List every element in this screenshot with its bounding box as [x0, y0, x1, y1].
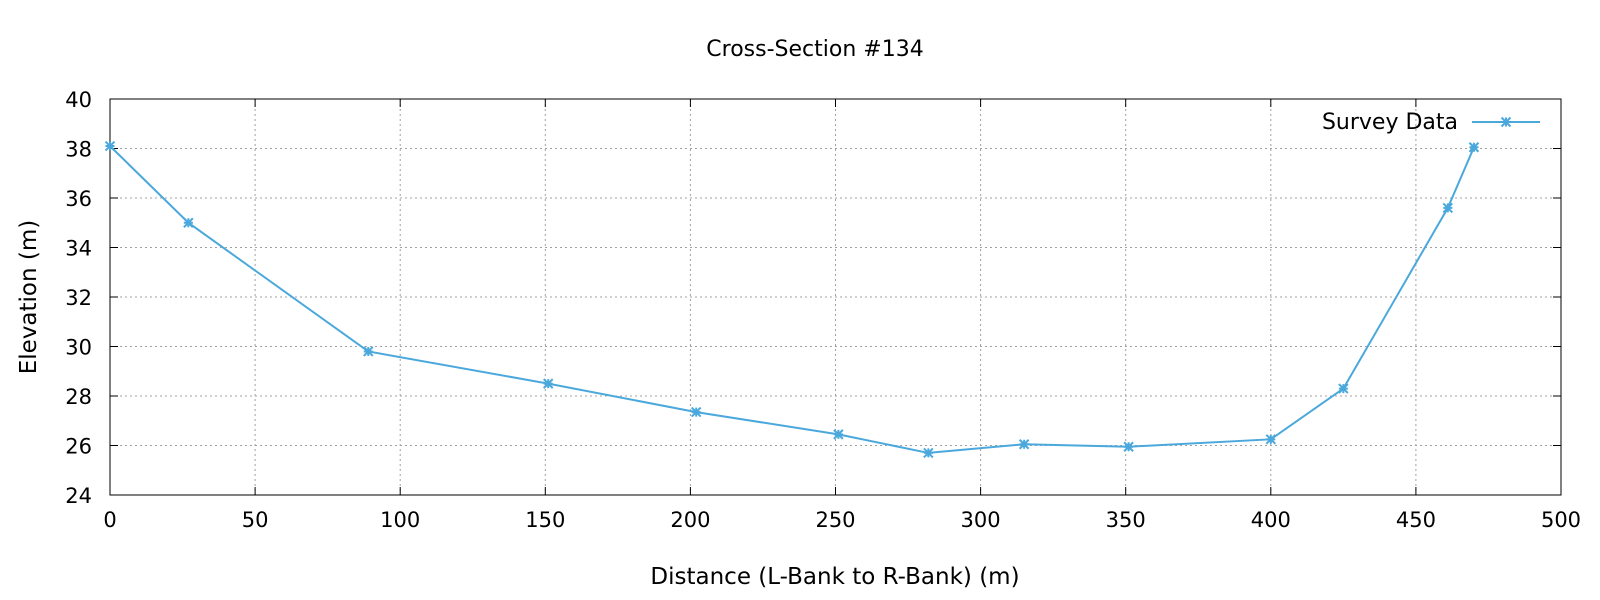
y-tick-label: 24 — [65, 484, 92, 508]
x-axis-label: Distance (L-Bank to R-Bank) (m) — [650, 564, 1019, 590]
data-point — [363, 346, 374, 357]
data-point — [1338, 383, 1349, 394]
y-tick-label: 32 — [65, 286, 92, 310]
legend-marker — [1500, 116, 1512, 128]
data-point — [1468, 142, 1480, 153]
x-tick-label: 150 — [525, 508, 565, 532]
x-tick-label: 100 — [380, 508, 420, 532]
data-point — [104, 140, 116, 152]
x-tick-label: 450 — [1396, 508, 1436, 532]
series-survey-data — [104, 140, 1480, 459]
data-point — [1123, 441, 1134, 452]
data-point — [1018, 439, 1030, 450]
x-tick-label: 0 — [103, 508, 116, 532]
data-point — [690, 406, 702, 418]
x-tick-label: 350 — [1106, 508, 1146, 532]
chart-title: Cross-Section #134 — [706, 37, 923, 62]
data-point — [833, 429, 844, 440]
x-tick-label: 50 — [242, 508, 269, 532]
y-tick-label: 36 — [65, 187, 92, 211]
data-point — [1265, 434, 1277, 445]
x-tick-label: 500 — [1541, 508, 1581, 532]
data-point — [542, 378, 554, 389]
series-line — [109, 145, 1475, 454]
data-point — [923, 447, 934, 459]
y-tick-label: 40 — [65, 88, 92, 112]
y-tick-label: 30 — [65, 336, 92, 360]
data-point — [183, 217, 194, 228]
y-tick-label: 34 — [65, 237, 92, 261]
data-point — [1442, 202, 1454, 214]
axis-ticks: 0 50 100 150 200 250 300 350 400 450 500 24 26 28 30 32… — [65, 88, 1581, 532]
x-tick-label: 300 — [961, 508, 1001, 532]
x-tick-label: 250 — [815, 508, 855, 532]
legend: Survey Data — [1322, 110, 1540, 135]
x-tick-label: 400 — [1251, 508, 1291, 532]
y-tick-label: 38 — [65, 138, 92, 162]
x-tick-label: 200 — [670, 508, 710, 532]
y-axis-label: Elevation (m) — [16, 220, 42, 375]
y-tick-label: 26 — [65, 435, 92, 459]
legend-label: Survey Data — [1322, 110, 1458, 135]
grid — [110, 99, 1561, 495]
y-tick-label: 28 — [65, 385, 92, 409]
